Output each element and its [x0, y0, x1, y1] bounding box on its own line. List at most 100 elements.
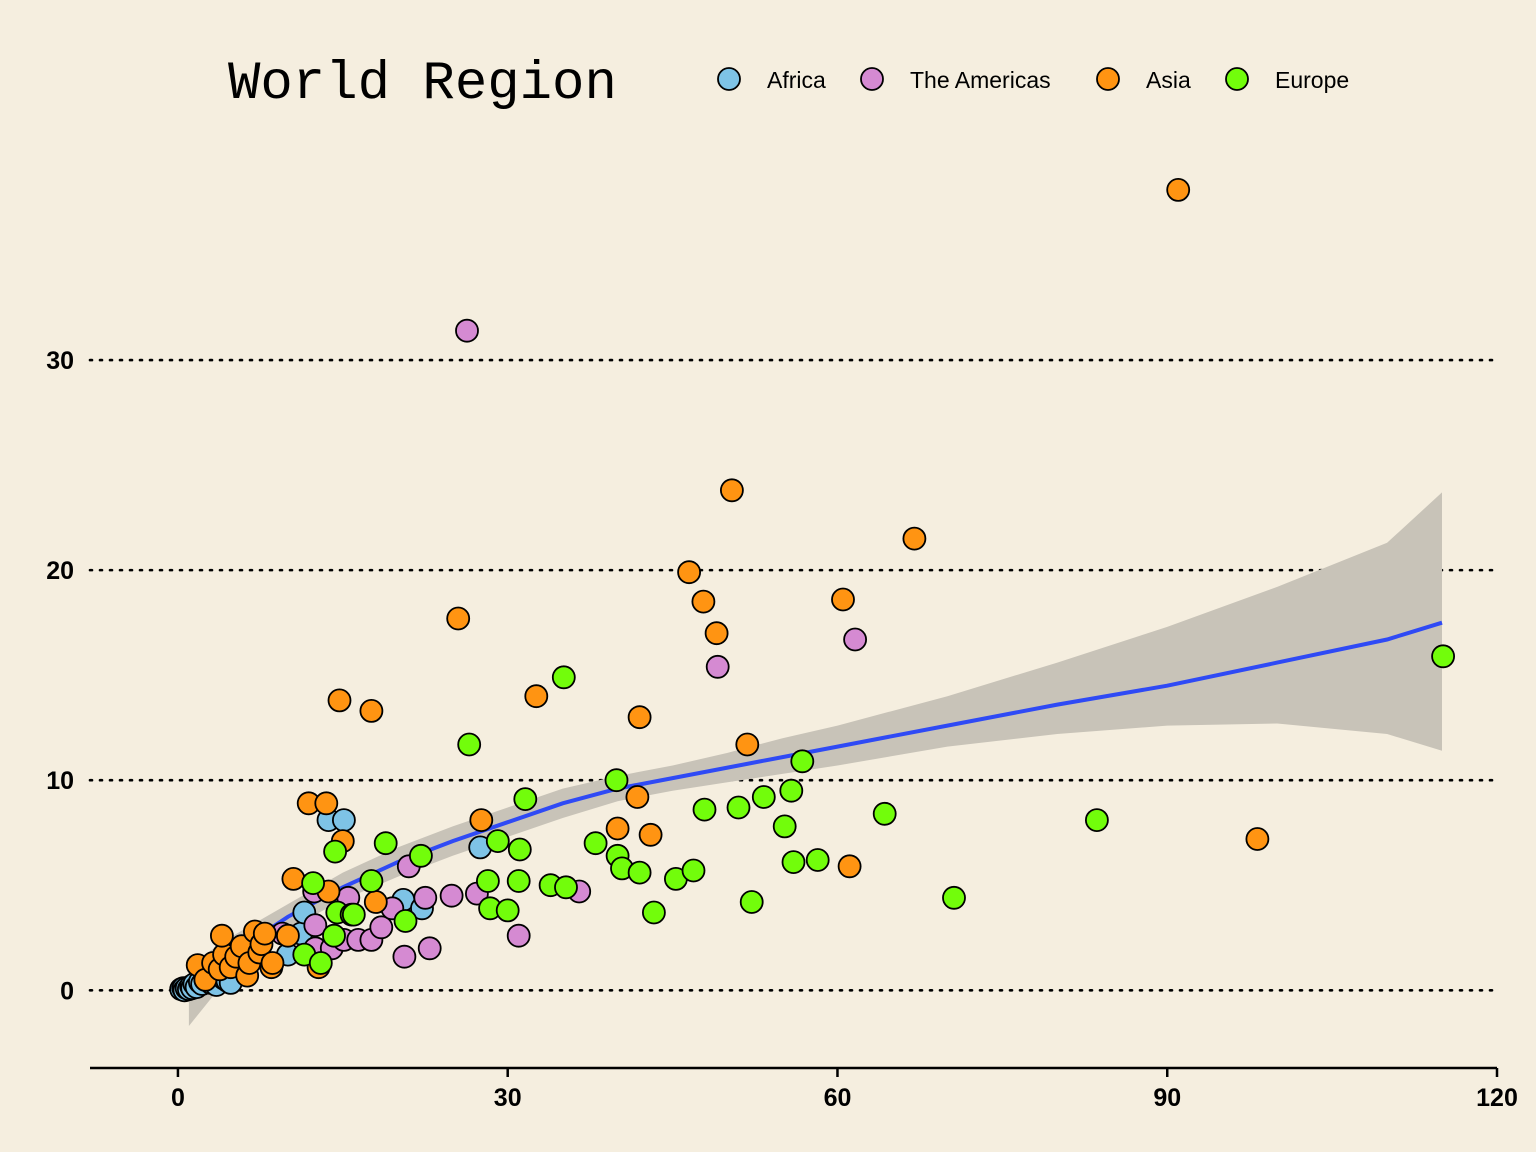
point-europe [872, 801, 897, 826]
point-asia [446, 606, 471, 631]
point-europe [507, 837, 532, 862]
y-tick-label-30: 30 [46, 347, 74, 375]
point-the-americas [413, 885, 438, 910]
legend-label-africa: Africa [767, 67, 826, 93]
point-the-americas [843, 627, 867, 652]
point-europe [513, 787, 538, 811]
point-europe [942, 885, 966, 910]
x-tick-label-120: 120 [1476, 1084, 1518, 1112]
point-europe [506, 869, 531, 893]
y-tick-label-20: 20 [46, 557, 74, 585]
point-asia [363, 890, 388, 914]
x-tick-label-90: 90 [1153, 1084, 1181, 1112]
point-europe [726, 795, 751, 820]
y-axis-ticks: 0 10 20 30 [46, 347, 74, 1005]
point-europe [554, 875, 578, 900]
point-europe [1431, 644, 1455, 669]
point-europe [1085, 808, 1109, 832]
point-europe [642, 900, 666, 925]
point-the-americas [303, 913, 328, 938]
legend-label-europe: Europe [1275, 67, 1349, 93]
point-europe [739, 890, 764, 914]
point-europe [373, 831, 398, 856]
legend: World Region Africa The Americas Asia Europ… [228, 54, 1349, 115]
point-asia [627, 705, 652, 730]
legend-key-asia [1096, 67, 1120, 91]
point-the-americas [705, 654, 730, 679]
point-europe [681, 858, 706, 883]
legend-key-the-americas [860, 67, 884, 91]
point-europe [627, 860, 652, 885]
point-asia [831, 587, 855, 612]
point-asia [677, 560, 701, 585]
point-europe [301, 871, 326, 895]
point-europe [323, 839, 348, 864]
point-the-americas [417, 936, 442, 961]
point-asia [605, 816, 630, 841]
point-europe [308, 951, 333, 975]
confidence-band-layer [188, 492, 1442, 1026]
point-the-americas [369, 915, 394, 940]
point-asia [209, 923, 234, 948]
point-europe [583, 831, 608, 856]
point-asia [1166, 177, 1191, 202]
point-asia [260, 951, 285, 975]
point-the-americas [506, 923, 531, 948]
point-asia [625, 785, 650, 809]
point-asia [691, 589, 716, 614]
legend-label-the-americas: The Americas [910, 67, 1051, 93]
point-europe [341, 902, 366, 927]
x-tick-label-30: 30 [494, 1084, 522, 1112]
x-axis-ticks: 0 30 60 90 120 [171, 1068, 1518, 1112]
point-europe [604, 768, 629, 793]
point-asia [837, 854, 862, 879]
x-tick-label-0: 0 [171, 1084, 185, 1112]
point-asia [902, 526, 927, 551]
point-europe [408, 843, 433, 868]
point-asia [704, 621, 729, 646]
point-europe [495, 898, 520, 923]
point-asia [720, 478, 744, 503]
data-points [169, 177, 1455, 1003]
point-asia [275, 923, 300, 948]
point-asia [281, 867, 306, 891]
point-europe [551, 665, 576, 690]
point-europe [322, 923, 346, 948]
confidence-band [188, 492, 1442, 1026]
point-asia [524, 684, 549, 709]
legend-key-europe [1225, 67, 1249, 91]
point-asia [735, 732, 760, 757]
legend-label-asia: Asia [1146, 67, 1191, 93]
point-asia [359, 699, 384, 723]
point-europe [751, 785, 776, 809]
point-the-americas [439, 883, 464, 908]
point-asia [252, 921, 277, 946]
point-europe [359, 869, 384, 893]
point-asia [638, 822, 663, 847]
point-europe [781, 850, 806, 874]
point-the-americas [455, 318, 479, 343]
point-europe [779, 778, 804, 803]
point-asia [469, 808, 494, 832]
point-europe [457, 732, 482, 757]
point-europe [805, 848, 830, 872]
y-tick-label-0: 0 [60, 977, 74, 1005]
point-europe [485, 829, 510, 853]
point-asia [314, 791, 339, 816]
legend-title: World Region [228, 54, 617, 115]
point-asia [1245, 827, 1270, 851]
point-africa [331, 808, 356, 832]
y-tick-label-10: 10 [46, 767, 74, 795]
point-the-americas [392, 944, 417, 969]
point-europe [475, 869, 500, 893]
grid-lines [88, 358, 1499, 992]
x-tick-label-60: 60 [824, 1084, 852, 1112]
point-asia [327, 688, 352, 713]
point-europe [393, 909, 418, 933]
point-europe [772, 814, 797, 839]
point-europe [790, 749, 815, 774]
point-europe [692, 797, 717, 822]
legend-entries: Africa The Americas Asia Europe [717, 67, 1349, 93]
legend-key-africa [717, 67, 741, 91]
